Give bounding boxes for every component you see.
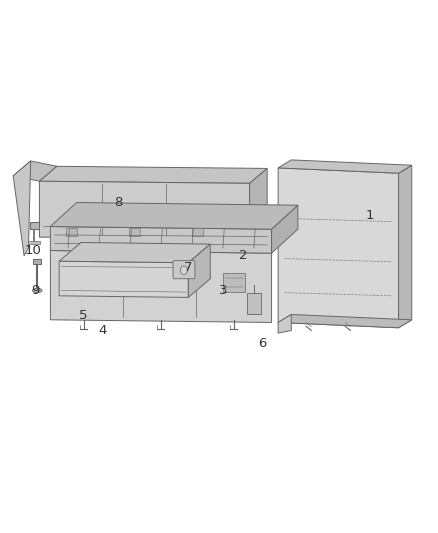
- Polygon shape: [39, 181, 250, 248]
- Polygon shape: [250, 168, 267, 241]
- Polygon shape: [278, 314, 412, 328]
- Polygon shape: [50, 203, 298, 229]
- Polygon shape: [272, 205, 298, 253]
- Text: 4: 4: [99, 324, 107, 337]
- Text: 2: 2: [239, 249, 247, 262]
- Polygon shape: [278, 168, 399, 328]
- Text: 1: 1: [366, 209, 374, 222]
- Polygon shape: [50, 251, 272, 322]
- Polygon shape: [188, 244, 210, 297]
- Bar: [129, 228, 140, 236]
- Polygon shape: [13, 161, 31, 256]
- Circle shape: [180, 266, 187, 274]
- Ellipse shape: [32, 288, 42, 293]
- Bar: [192, 228, 203, 236]
- Text: 10: 10: [25, 244, 41, 257]
- Polygon shape: [39, 166, 267, 183]
- Polygon shape: [59, 261, 188, 297]
- Bar: [33, 259, 41, 264]
- Polygon shape: [278, 160, 412, 173]
- Polygon shape: [59, 243, 210, 263]
- Text: 5: 5: [79, 309, 88, 322]
- Polygon shape: [13, 161, 57, 181]
- Text: 8: 8: [114, 196, 123, 209]
- Polygon shape: [399, 165, 412, 328]
- Bar: [66, 228, 77, 236]
- Bar: [30, 222, 39, 229]
- Bar: [28, 241, 40, 244]
- Bar: [150, 273, 172, 292]
- Text: 3: 3: [219, 284, 228, 297]
- Text: 9: 9: [31, 284, 39, 297]
- Text: 7: 7: [184, 261, 193, 274]
- Bar: [77, 273, 99, 292]
- Polygon shape: [50, 227, 272, 253]
- FancyBboxPatch shape: [173, 261, 195, 279]
- Bar: [223, 273, 245, 292]
- Polygon shape: [278, 314, 291, 333]
- Bar: [247, 293, 261, 314]
- Text: 6: 6: [258, 337, 267, 350]
